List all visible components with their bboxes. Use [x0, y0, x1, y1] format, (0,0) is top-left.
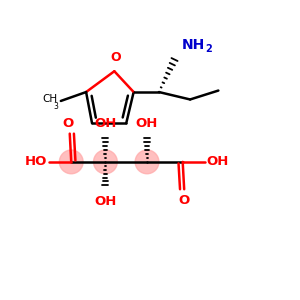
- Text: CH: CH: [43, 94, 58, 104]
- Circle shape: [94, 150, 117, 174]
- Text: O: O: [178, 194, 190, 207]
- Text: HO: HO: [25, 155, 47, 168]
- Text: NH: NH: [182, 38, 205, 52]
- Circle shape: [135, 150, 159, 174]
- Text: OH: OH: [136, 117, 158, 130]
- Text: 2: 2: [205, 44, 212, 54]
- Text: O: O: [110, 51, 121, 64]
- Circle shape: [59, 150, 83, 174]
- Text: OH: OH: [94, 117, 117, 130]
- Text: OH: OH: [206, 155, 229, 168]
- Text: OH: OH: [94, 195, 117, 208]
- Text: O: O: [63, 117, 74, 130]
- Text: 3: 3: [53, 102, 58, 111]
